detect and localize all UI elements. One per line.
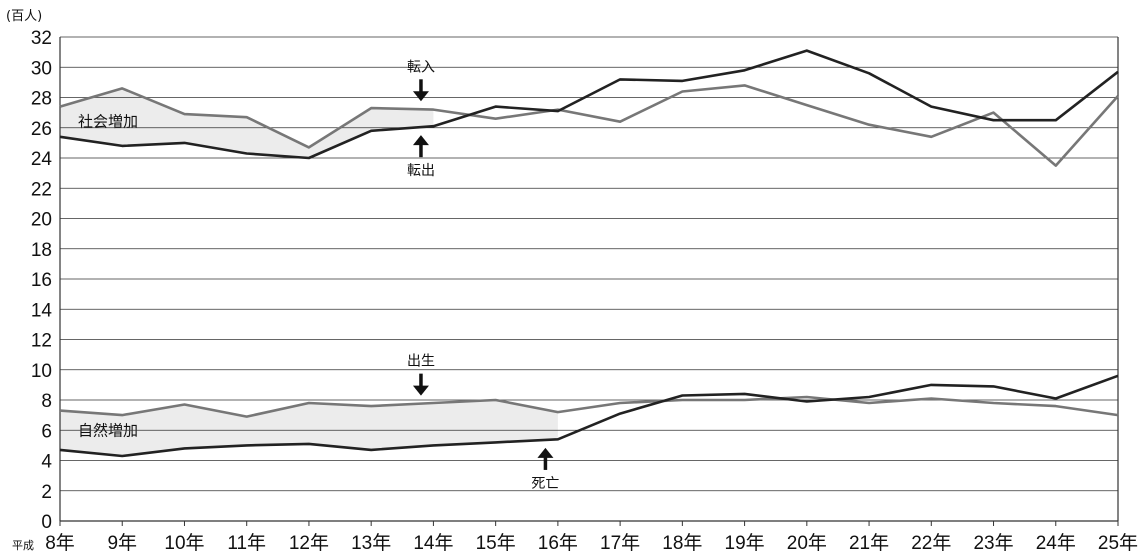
y-tick-label: 6 — [41, 421, 52, 442]
x-tick-label: 11年 — [227, 532, 266, 554]
y-tick-label: 2 — [41, 482, 52, 503]
annotation-転出: 転出 — [407, 135, 435, 179]
x-tick-label: 9年 — [107, 532, 137, 554]
x-tick-label: 10年 — [164, 532, 204, 554]
series-line — [59, 49, 1119, 160]
y-tick-label: 4 — [41, 452, 52, 473]
series-line — [59, 84, 1119, 167]
arrow-head — [537, 447, 554, 458]
x-tick-label: 15年 — [476, 532, 516, 554]
y-tick-label: 16 — [31, 270, 52, 291]
y-tick-label: 12 — [31, 331, 52, 352]
series-lines — [59, 49, 1119, 458]
x-tick-label: 14年 — [413, 532, 453, 554]
y-tick-label: 18 — [31, 240, 52, 261]
y-unit-label: (百人) — [6, 9, 42, 24]
x-tick-label: 22年 — [911, 532, 951, 554]
y-tick-label: 14 — [31, 300, 53, 321]
shaded-region-0 — [60, 88, 434, 158]
annotation-転入: 転入 — [407, 59, 435, 102]
x-tick-label: 8年 — [45, 532, 75, 554]
series-line — [59, 395, 1119, 418]
y-tick-label: 32 — [31, 28, 52, 49]
y-tick-label: 28 — [31, 89, 52, 110]
annotation-label: 出生 — [407, 354, 435, 370]
series-line — [59, 374, 1119, 458]
x-era-prefix: 平成 — [12, 539, 34, 552]
annotation-死亡: 死亡 — [531, 447, 559, 492]
y-tick-label: 30 — [31, 58, 52, 79]
x-tick-label: 24年 — [1036, 532, 1076, 554]
y-tick-label: 22 — [31, 179, 52, 200]
x-tick-label: 25年 — [1098, 532, 1138, 554]
y-tick-label: 10 — [31, 361, 52, 382]
y-tick-label: 8 — [41, 391, 52, 412]
shaded-region-1 — [60, 400, 558, 456]
y-tick-label: 24 — [31, 149, 53, 170]
arrow-head — [412, 135, 429, 146]
x-tick-label: 17年 — [600, 532, 640, 554]
y-tick-label: 0 — [41, 512, 52, 533]
arrow-head — [412, 385, 429, 396]
x-tick-label: 21年 — [849, 532, 889, 554]
x-axis-ticks: 8年 9年 10年 11年 12年 13年 14年 15年 16年 17年 18年 19年 20年 21年… — [12, 532, 1138, 554]
annotation-label: 転入 — [407, 59, 435, 75]
x-tick-label: 13年 — [351, 532, 391, 554]
annotation-出生: 出生 — [407, 354, 435, 396]
x-tick-label: 20年 — [787, 532, 827, 554]
x-tick-label: 23年 — [973, 532, 1013, 554]
x-tick-label: 12年 — [289, 532, 329, 554]
annotation-label: 死亡 — [531, 476, 559, 492]
shaded-region-label: 社会増加 — [78, 113, 138, 131]
x-tick-label: 16年 — [538, 532, 578, 554]
gridlines — [59, 36, 1119, 526]
y-tick-label: 26 — [31, 119, 52, 140]
x-tick-label: 18年 — [662, 532, 702, 554]
annotation-label: 転出 — [407, 163, 435, 179]
y-tick-label: 20 — [31, 210, 52, 231]
arrow-head — [412, 91, 429, 102]
x-tick-label: 19年 — [725, 532, 765, 554]
